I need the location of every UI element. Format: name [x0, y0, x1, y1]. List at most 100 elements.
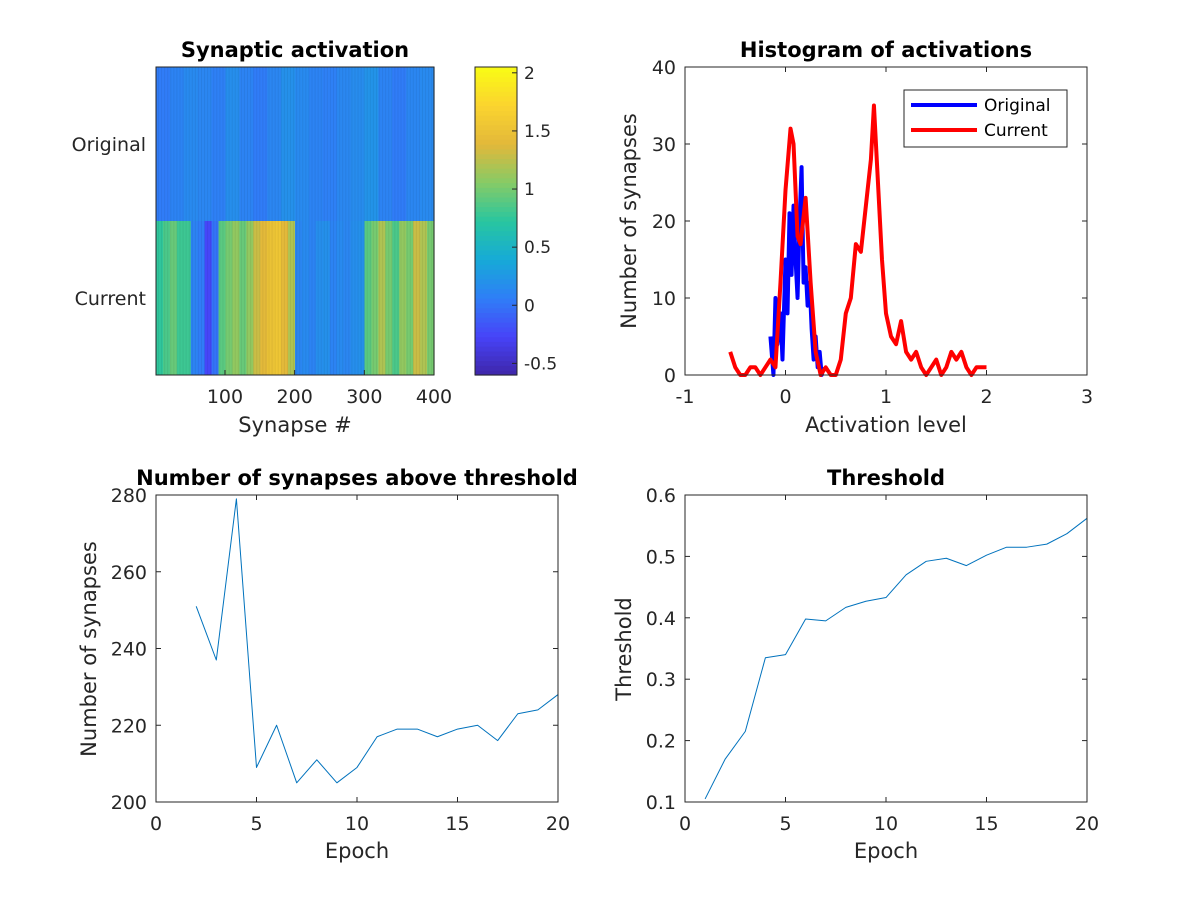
colorbar-segment — [475, 201, 517, 208]
heatmap-cell — [406, 67, 421, 221]
heatmap-stripe — [391, 67, 393, 375]
synapses-y-tick-label: 200 — [111, 792, 147, 814]
colorbar-segment — [475, 95, 517, 102]
threshold-title: Threshold — [827, 466, 945, 490]
heatmap-cell — [197, 221, 206, 375]
heatmap-stripe — [182, 67, 184, 375]
heatmap-stripe — [336, 67, 338, 375]
colorbar-segment — [475, 235, 517, 241]
threshold-x-label: Epoch — [854, 839, 918, 863]
heatmap-cell — [218, 221, 227, 375]
colorbar-segment — [475, 124, 517, 131]
heatmap-stripe — [403, 67, 405, 375]
heatmap-stripe — [207, 67, 209, 375]
colorbar — [475, 67, 517, 376]
heatmap-stripe — [311, 67, 313, 375]
heatmap-stripe — [237, 67, 239, 375]
heatmap-cell — [329, 221, 338, 375]
colorbar-segment — [475, 259, 517, 265]
histogram-y-tick-label: 30 — [652, 134, 676, 156]
heatmap-stripe — [256, 67, 258, 375]
threshold-y-tick-label: 0.5 — [646, 546, 676, 568]
heatmap-cell — [176, 221, 185, 375]
synapses-y-tick-label: 260 — [111, 562, 147, 584]
heatmap-stripe — [240, 67, 242, 375]
heatmap-cell — [336, 67, 352, 221]
heatmap-cell — [315, 221, 324, 375]
colorbar-segment — [475, 86, 517, 92]
heatmap-stripe — [265, 67, 267, 375]
colorbar-segment — [475, 119, 517, 126]
heatmap-cell — [183, 221, 192, 375]
synapses-y-tick-label: 220 — [111, 715, 147, 737]
synapses-x-tick-label: 0 — [150, 813, 162, 835]
heatmap-stripe — [326, 67, 328, 375]
heatmap-stripe — [161, 67, 163, 375]
heatmap-x-tick-label: 100 — [207, 386, 243, 408]
histogram-y-tick-label: 40 — [652, 57, 676, 79]
colorbar-segment — [475, 192, 517, 198]
heatmap-stripe — [397, 67, 399, 375]
heatmap-cell — [239, 67, 254, 221]
histogram-y-tick-label: 10 — [652, 288, 676, 310]
heatmap-cell — [322, 67, 338, 221]
threshold-x-tick-label: 5 — [779, 813, 791, 835]
histogram-x-tick-label: 3 — [1081, 386, 1093, 408]
colorbar-segment — [475, 346, 517, 352]
colorbar-tick-label: -0.5 — [524, 354, 557, 374]
heatmap-stripe — [253, 67, 255, 375]
colorbar-segment — [475, 307, 517, 314]
colorbar-segment — [475, 317, 517, 323]
colorbar-segment — [475, 153, 517, 160]
heatmap-cell — [281, 221, 289, 375]
histogram-y-label: Number of synapses — [617, 113, 641, 329]
colorbar-frame — [474, 66, 518, 376]
heatmap-x-tick-label: 200 — [277, 386, 313, 408]
heatmap-stripe — [170, 67, 172, 375]
heatmap-stripe — [234, 67, 236, 375]
heatmap-stripe — [167, 67, 169, 375]
synapses-y-tick-label: 280 — [111, 485, 147, 507]
synapses-x-tick-label: 20 — [546, 813, 570, 835]
heatmap-stripe — [191, 67, 193, 375]
legend-label-current: Current — [984, 121, 1048, 141]
heatmap-stripe — [382, 67, 384, 375]
heatmap-stripe — [277, 67, 279, 375]
heatmap-cell — [336, 221, 345, 375]
heatmap-stripe — [351, 67, 353, 375]
heatmap-stripe — [394, 67, 396, 375]
synapses-y-label: Number of synapses — [77, 541, 101, 757]
heatmap-stripe — [354, 67, 356, 375]
heatmap-stripe — [375, 67, 377, 375]
heatmap-stripe — [158, 67, 159, 375]
synapses-x-label: Epoch — [325, 839, 389, 863]
histogram-y-tick-label: 20 — [652, 211, 676, 233]
histogram-x-label: Activation level — [805, 413, 967, 437]
heatmap-cell — [364, 221, 373, 375]
colorbar-segment — [475, 67, 517, 73]
legend-box — [903, 89, 1068, 148]
heatmap-stripe — [283, 67, 285, 375]
heatmap-stripe — [409, 67, 411, 375]
histogram-legend: Original Current — [903, 89, 1068, 148]
colorbar-segment — [475, 158, 517, 164]
colorbar-segment — [475, 71, 517, 78]
heatmap-cell — [204, 221, 213, 375]
heatmap-cell — [211, 67, 227, 221]
colorbar-segment — [475, 350, 517, 357]
colorbar-segment — [475, 360, 517, 366]
synapses-x-tick-label: 5 — [250, 813, 262, 835]
heatmap-stripe — [385, 67, 387, 375]
heatmap-cell — [322, 221, 331, 375]
histogram-x-tick-label: -1 — [676, 386, 695, 408]
heatmap-stripe — [342, 67, 344, 375]
heatmap-stripe — [369, 67, 371, 375]
heatmap-stripe — [274, 67, 276, 375]
colorbar-segment — [475, 187, 517, 193]
heatmap-cell — [253, 221, 261, 375]
colorbar-segment — [475, 211, 517, 217]
heatmap-stripe — [366, 67, 368, 375]
heatmap-stripe — [428, 67, 430, 375]
histogram-x-tick-label: 0 — [779, 386, 791, 408]
heatmap-stripe — [379, 67, 381, 375]
